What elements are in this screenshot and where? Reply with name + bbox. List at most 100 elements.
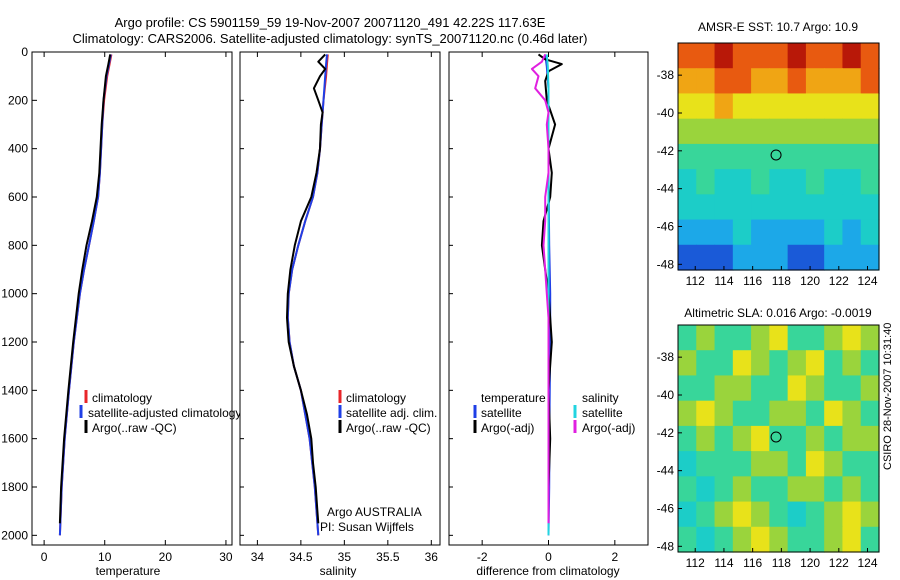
sst-map-x-ticks: 112 114 116 118 120 122 124 <box>686 266 878 288</box>
map-cell <box>787 350 807 377</box>
map-cell <box>696 244 716 271</box>
map-cell <box>714 68 734 95</box>
x-tick-label: 118 <box>772 556 791 570</box>
map-cell <box>787 244 807 271</box>
salinity-axes-frame <box>239 51 441 546</box>
map-cell <box>769 451 789 477</box>
map-cell <box>860 68 880 95</box>
map-cell <box>824 93 844 120</box>
map-cell <box>696 375 716 402</box>
map-cell <box>678 501 697 528</box>
map-cell <box>769 325 789 351</box>
y-tick-label: 200 <box>8 93 28 107</box>
map-cell <box>824 244 844 271</box>
temperature-x-label: temperature <box>96 564 161 578</box>
map-cell <box>824 451 844 477</box>
map-cell <box>769 118 789 145</box>
map-cell <box>860 425 880 452</box>
map-cell <box>751 194 770 221</box>
temperature-series <box>58 54 113 536</box>
map-cell <box>751 143 770 170</box>
x-tick-label: -2 <box>477 550 488 564</box>
map-cell <box>714 93 734 120</box>
map-cell <box>842 350 862 377</box>
map-cell <box>787 93 807 120</box>
y-tick-label: 1600 <box>1 432 28 446</box>
map-cell <box>732 118 752 145</box>
y-tick-label: 600 <box>8 190 28 204</box>
map-cell <box>678 350 697 377</box>
x-tick-label: 112 <box>686 556 705 570</box>
map-cell <box>787 526 807 553</box>
map-cell <box>751 350 770 377</box>
map-cell <box>678 325 697 351</box>
map-cell <box>678 143 697 170</box>
map-cell <box>824 143 844 170</box>
x-tick-label: 35.5 <box>376 550 400 564</box>
map-cell <box>860 400 880 427</box>
map-cell <box>769 169 789 195</box>
x-tick-label: 35 <box>338 550 352 564</box>
map-cell <box>842 68 862 95</box>
map-cell <box>751 501 770 528</box>
x-tick-label: 0 <box>545 550 552 564</box>
map-cell <box>678 194 697 221</box>
difference-x-label: difference from climatology <box>476 564 619 578</box>
map-cell <box>842 143 862 170</box>
map-cell <box>769 476 789 503</box>
map-cell <box>732 476 752 503</box>
legend-label-sal-argo: Argo(-adj) <box>582 421 635 435</box>
map-cell <box>678 400 697 427</box>
map-cell <box>787 118 807 145</box>
difference-legend: temperature satellite Argo(-adj) salinit… <box>473 391 635 435</box>
map-cell <box>769 400 789 427</box>
map-cell <box>696 526 716 553</box>
map-cell <box>769 43 789 69</box>
map-cell <box>787 143 807 170</box>
map-cell <box>714 244 734 271</box>
map-cell <box>751 476 770 503</box>
map-cell <box>787 425 807 452</box>
map-cell <box>842 375 862 402</box>
map-cell <box>842 43 862 69</box>
y-tick-label: 0 <box>21 45 28 59</box>
map-cell <box>714 501 734 528</box>
sst-map-cells <box>678 43 880 271</box>
legend-label-sal-satellite: satellite <box>582 406 623 420</box>
map-cell <box>714 476 734 503</box>
map-cell <box>732 425 752 452</box>
map-cell <box>751 526 770 553</box>
map-cell <box>824 425 844 452</box>
x-tick-label: 124 <box>857 274 877 288</box>
y-tick-label: -40 <box>657 388 675 402</box>
map-cell <box>732 43 752 69</box>
map-cell <box>805 219 825 246</box>
map-cell <box>678 118 697 145</box>
map-cell <box>732 325 752 351</box>
map-cell <box>860 501 880 528</box>
temperature-x-ticks: 0 10 20 30 <box>41 52 233 564</box>
x-tick-label: 34 <box>251 550 265 564</box>
map-cell <box>842 118 862 145</box>
map-cell <box>805 118 825 145</box>
map-cell <box>787 400 807 427</box>
map-cell <box>696 43 716 69</box>
map-cell <box>751 43 770 69</box>
map-cell <box>842 400 862 427</box>
y-tick-label: 1200 <box>1 335 28 349</box>
map-cell <box>714 350 734 377</box>
map-cell <box>696 451 716 477</box>
map-cell <box>787 169 807 195</box>
map-cell <box>678 93 697 120</box>
map-cell <box>842 93 862 120</box>
map-cell <box>678 43 697 69</box>
map-cell <box>860 526 880 553</box>
map-cell <box>824 43 844 69</box>
map-cell <box>860 244 880 271</box>
map-cell <box>769 194 789 221</box>
map-cell <box>714 451 734 477</box>
x-tick-label: 114 <box>714 556 733 570</box>
map-cell <box>769 219 789 246</box>
map-cell <box>805 43 825 69</box>
map-cell <box>678 169 697 195</box>
